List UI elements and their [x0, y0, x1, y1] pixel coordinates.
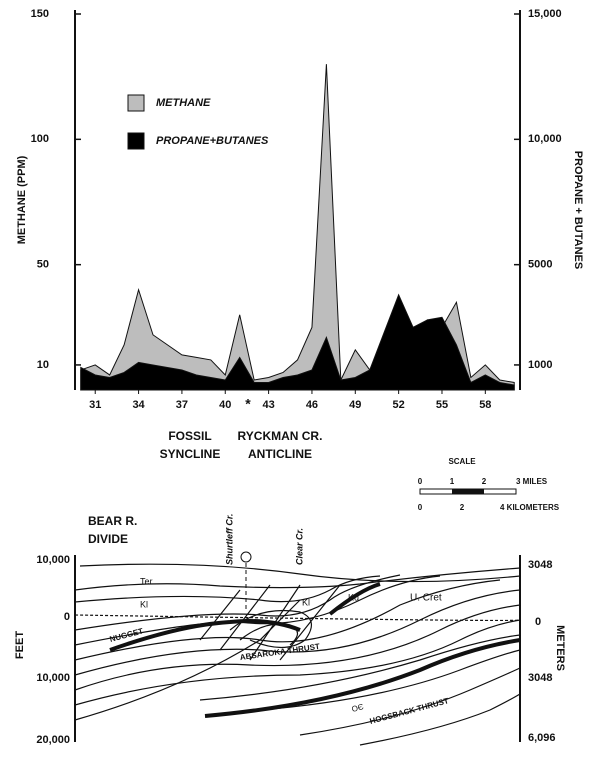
scale-label: 0 [418, 503, 423, 512]
area [80, 293, 515, 391]
scale-label: 1 [450, 477, 455, 486]
y-tick-label: 50 [37, 259, 49, 271]
x-tick-label: 31 [89, 399, 101, 411]
x-tick-label: 49 [349, 399, 361, 411]
x-tick-label: 34 [132, 399, 145, 411]
scale-title: SCALE [448, 457, 476, 466]
scale-label: 3 MILES [516, 477, 548, 486]
x-tick-label: 52 [393, 399, 405, 411]
y2-tick-label: 10,000 [528, 133, 562, 145]
scale-label: 2 [460, 503, 465, 512]
legend-swatch [127, 94, 145, 112]
depth-tick: 10,000 [36, 554, 70, 566]
structure-label: ANTICLINE [248, 447, 312, 461]
scale-label: 2 [482, 477, 487, 486]
unit-label: OЄ [351, 702, 365, 714]
depth-tick: 3048 [528, 559, 552, 571]
x-tick-label: 55 [436, 399, 448, 411]
meters-label: METERS [554, 625, 566, 671]
x-tick-label: 43 [262, 399, 274, 411]
place-label: DIVIDE [88, 532, 128, 546]
cross-section: SCALE 0 1 2 3 MILES 0 2 4 KILOMETERS BEA… [14, 457, 566, 746]
x-tick-label: 46 [306, 399, 318, 411]
depth-tick: 0 [64, 611, 70, 623]
unit-label: Kl [302, 597, 310, 607]
place-label: BEAR R. [88, 514, 137, 528]
y-tick-label: 100 [31, 133, 49, 145]
well-symbol [240, 551, 252, 563]
y2-tick-label: 5000 [528, 259, 552, 271]
legend-label: PROPANE+BUTANES [156, 135, 269, 147]
legend-label: METHANE [156, 97, 211, 109]
depth-tick: 3048 [528, 672, 552, 684]
x-tick-label: 37 [176, 399, 188, 411]
creek-label: Clear Cr. [294, 528, 304, 565]
y2-axis-label: PROPANE + BUTANES [572, 151, 584, 269]
y2-tick-label: 1000 [528, 359, 552, 371]
depth-tick: 20,000 [36, 734, 70, 746]
structure-label: SYNCLINE [160, 447, 221, 461]
x-tick-label: 40 [219, 399, 231, 411]
feet-label: FEET [14, 631, 26, 659]
depth-tick: 10,000 [36, 672, 70, 684]
y-axis-label: METHANE (PPM) [16, 155, 28, 244]
unit-label: Kl [140, 599, 148, 609]
depth-tick: 0 [535, 616, 541, 628]
structure-label: FOSSIL [168, 429, 211, 443]
unit-label: Ku [348, 592, 359, 602]
x-tick-label: 58 [479, 399, 491, 411]
depth-tick: 6,096 [528, 732, 556, 744]
unit-label: Ter. [140, 576, 155, 586]
area [80, 64, 515, 391]
strata [74, 563, 521, 746]
y-tick-label: 150 [31, 8, 49, 20]
scale-label: 4 KILOMETERS [500, 503, 560, 512]
unit-label: HOGSBACK THRUST [369, 696, 450, 726]
scale-label: 0 [418, 477, 423, 486]
unit-label: U. Cret [410, 593, 442, 604]
y2-tick-label: 15,000 [528, 8, 562, 20]
y-tick-label: 10 [37, 359, 49, 371]
structure-label: RYCKMAN CR. [238, 429, 323, 443]
scale-bar [452, 489, 484, 494]
creek-label: Shurtleff Cr. [224, 514, 234, 565]
legend-swatch [127, 132, 145, 150]
annotation: * [245, 396, 251, 412]
